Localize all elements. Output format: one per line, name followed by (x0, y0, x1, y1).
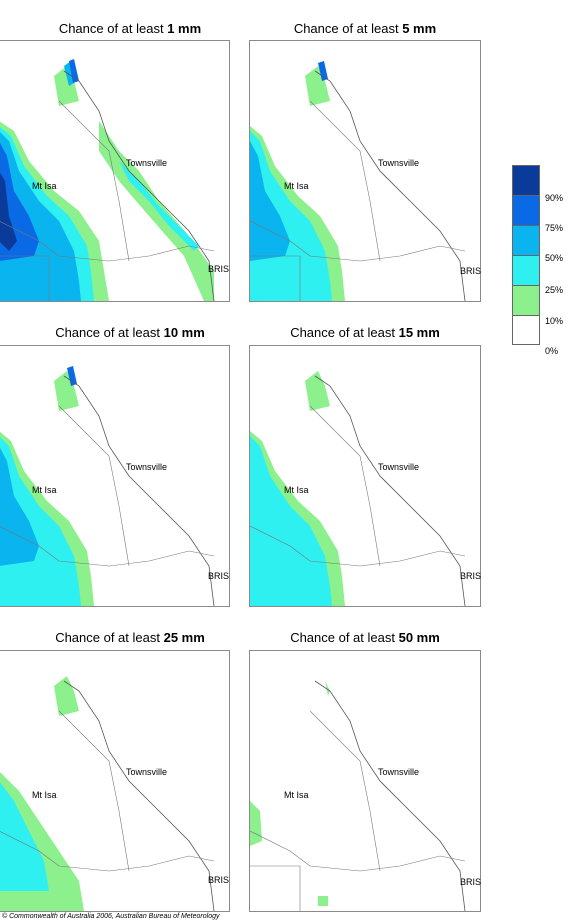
townsville-label: Townsville (126, 462, 168, 472)
panel-title-25mm: Chance of at least 25 mm (55, 630, 205, 645)
panel-title-50mm: Chance of at least 50 mm (290, 630, 440, 645)
panel-title-1mm: Chance of at least 1 mm (58, 21, 202, 36)
brisbane-label: BRIS (208, 264, 230, 274)
legend-swatch-50 (512, 225, 540, 255)
amount-label: 5 mm (402, 21, 437, 36)
townsville-label: Townsville (378, 767, 420, 777)
legend-swatch-75 (512, 195, 540, 225)
amount-label: 15 mm (398, 325, 440, 340)
map-50mm-svg (250, 680, 466, 911)
mt-isa-label: Mt Isa (32, 181, 57, 191)
map-1mm (0, 40, 230, 302)
brisbane-label: BRIS (208, 571, 230, 581)
legend-swatch-10 (512, 285, 540, 315)
legend-swatch-0 (512, 315, 540, 345)
panel-title-5mm: Chance of at least 5 mm (293, 21, 437, 36)
map-10mm-svg (0, 366, 215, 606)
legend-label-10: 10% (545, 316, 564, 326)
townsville-label: Townsville (126, 158, 168, 168)
legend-label-0: 0% (545, 346, 559, 356)
map-5mm-svg (250, 61, 466, 301)
brisbane-label: BRIS (460, 266, 482, 276)
townsville-label: Townsville (378, 462, 420, 472)
map-25mm (0, 650, 230, 912)
panel-title-10mm: Chance of at least 10 mm (55, 325, 205, 340)
copyright-notice: © Commonwealth of Australia 2006, Austra… (2, 913, 220, 920)
legend (512, 165, 540, 345)
mt-isa-label: Mt Isa (32, 790, 57, 800)
mt-isa-label: Mt Isa (284, 181, 309, 191)
townsville-label: Townsville (378, 158, 420, 168)
amount-label: 50 mm (398, 630, 440, 645)
amount-label: 1 mm (167, 21, 202, 36)
map-5mm (249, 40, 481, 302)
legend-label-25: 25% (545, 285, 564, 295)
brisbane-label: BRIS (460, 571, 482, 581)
legend-label-75: 75% (545, 223, 564, 233)
legend-label-50: 50% (545, 253, 564, 263)
legend-swatch-25 (512, 255, 540, 285)
map-15mm-svg (250, 371, 466, 606)
map-10mm (0, 345, 230, 607)
legend-label-90: 90% (545, 193, 564, 203)
map-25mm-svg (0, 676, 215, 911)
amount-label: 25 mm (163, 630, 205, 645)
panel-title-15mm: Chance of at least 15 mm (290, 325, 440, 340)
mt-isa-label: Mt Isa (284, 485, 309, 495)
map-15mm (249, 345, 481, 607)
mt-isa-label: Mt Isa (32, 485, 57, 495)
legend-swatch-90 (512, 165, 540, 195)
townsville-label: Townsville (126, 767, 168, 777)
brisbane-label: BRIS (460, 877, 482, 887)
brisbane-label: BRIS (208, 875, 230, 885)
amount-label: 10 mm (163, 325, 205, 340)
map-50mm (249, 650, 481, 912)
map-1mm-svg (0, 59, 215, 301)
mt-isa-label: Mt Isa (284, 790, 309, 800)
